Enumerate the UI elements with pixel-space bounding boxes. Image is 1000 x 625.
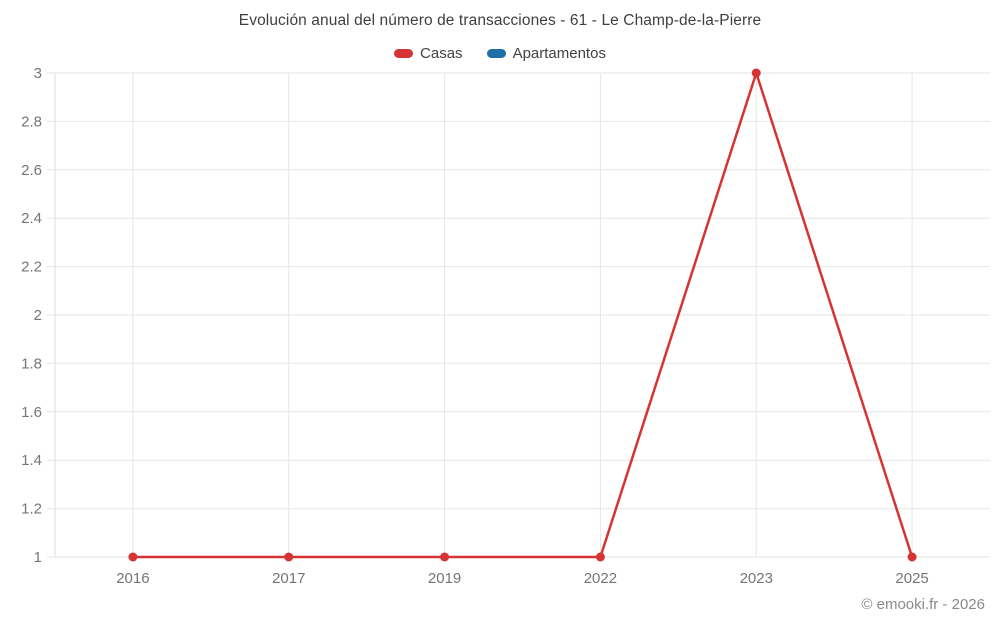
chart-legend: Casas Apartamentos xyxy=(0,45,1000,62)
x-tick-label: 2017 xyxy=(272,570,305,587)
data-point-marker[interactable] xyxy=(751,68,761,78)
data-point-marker[interactable] xyxy=(440,552,450,562)
y-tick-label: 1 xyxy=(34,549,42,566)
y-tick-label: 2.4 xyxy=(21,210,42,227)
y-tick-label: 1.6 xyxy=(21,404,42,421)
chart-title: Evolución anual del número de transaccio… xyxy=(238,12,762,29)
data-point-marker[interactable] xyxy=(284,552,294,562)
y-tick-label: 1.2 xyxy=(21,501,42,518)
y-tick-label: 1.8 xyxy=(21,355,42,372)
legend-item-label: Apartamentos xyxy=(512,45,606,62)
x-tick-label: 2025 xyxy=(895,570,928,587)
y-tick-label: 2.2 xyxy=(21,259,42,276)
legend-swatch-icon xyxy=(486,49,506,58)
y-tick-label: 1.4 xyxy=(21,452,42,469)
x-tick-label: 2016 xyxy=(116,570,149,587)
x-tick-label: 2023 xyxy=(740,570,773,587)
chart-credit: © emooki.fr - 2026 xyxy=(861,596,985,613)
data-point-marker[interactable] xyxy=(595,552,605,562)
x-tick-label: 2019 xyxy=(428,570,461,587)
y-tick-label: 2 xyxy=(34,307,42,324)
legend-swatch-icon xyxy=(394,49,414,58)
legend-item-casas[interactable]: Casas xyxy=(394,45,463,62)
legend-item-apartamentos[interactable]: Apartamentos xyxy=(486,45,606,62)
x-tick-label: 2022 xyxy=(584,570,617,587)
y-tick-label: 2.8 xyxy=(21,113,42,130)
y-tick-label: 3 xyxy=(34,65,42,82)
legend-item-label: Casas xyxy=(420,45,463,62)
data-point-marker[interactable] xyxy=(128,552,138,562)
series-line-casas xyxy=(131,71,914,559)
data-point-marker[interactable] xyxy=(907,552,917,562)
y-tick-label: 2.6 xyxy=(21,162,42,179)
